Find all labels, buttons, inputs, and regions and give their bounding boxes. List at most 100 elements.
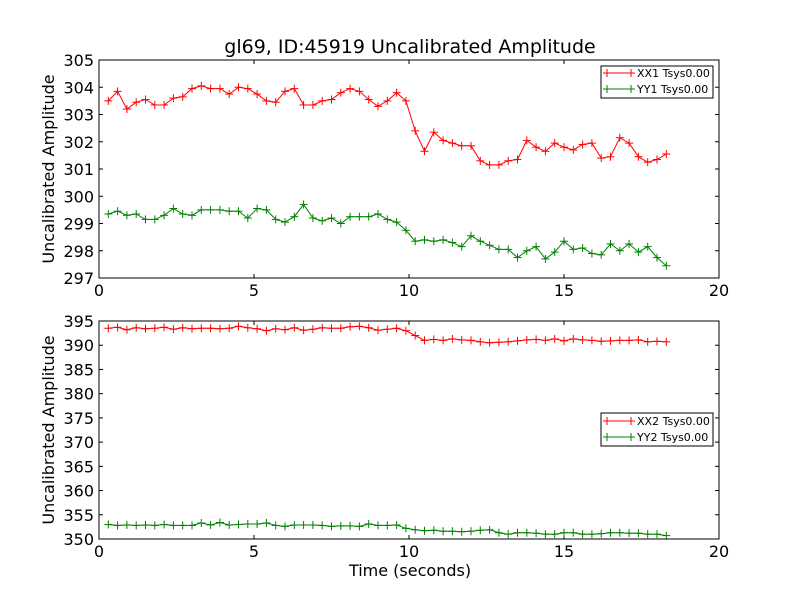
series-yy1-point — [178, 209, 187, 218]
series-xx1-point — [485, 160, 494, 169]
series-xx1-point — [215, 84, 224, 93]
series-xx1-point — [541, 147, 550, 156]
y-tick-label: 302 — [63, 133, 94, 152]
series-xx1-point — [606, 152, 615, 161]
series-xx2-point — [308, 325, 317, 334]
series-yy2-point — [643, 530, 652, 539]
series-xx1 — [104, 81, 671, 169]
series-xx2-point — [476, 337, 485, 346]
series-xx2-point — [215, 324, 224, 333]
series-yy2-point — [532, 529, 541, 538]
series-xx1-point — [290, 84, 299, 93]
series-xx1-point — [383, 96, 392, 105]
series-yy1-point — [476, 237, 485, 246]
series-yy1-point — [467, 231, 475, 240]
series-yy2-point — [234, 520, 243, 529]
series-yy2-point — [243, 519, 252, 528]
series-xx2-point — [625, 336, 634, 345]
y-tick-label: 370 — [63, 433, 94, 452]
series-yy1-point — [122, 211, 131, 220]
legend-swatch-marker — [627, 69, 635, 77]
series-yy2-point — [281, 522, 289, 531]
series-yy1-point — [150, 215, 159, 224]
series-xx1-point — [346, 84, 355, 93]
series-yy1-point — [634, 248, 643, 257]
series-yy1-point — [504, 245, 513, 254]
series-xx2-point — [197, 324, 206, 333]
series-xx2-point — [150, 324, 159, 333]
y-tick-label: 385 — [63, 360, 94, 379]
series-yy1-point — [494, 245, 503, 254]
y-tick-label: 298 — [63, 242, 94, 261]
series-yy2-point — [215, 518, 224, 527]
series-yy2-point — [160, 520, 169, 529]
series-xx1-point — [662, 150, 671, 159]
series-yy1-point — [606, 239, 615, 248]
series-xx2-point — [606, 336, 615, 345]
series-xx1-point — [262, 96, 271, 105]
series-yy2-point — [467, 527, 475, 536]
series-yy1-point — [215, 205, 224, 214]
plot-series — [104, 81, 671, 270]
series-xx1-point — [243, 84, 252, 93]
x-tick-label: 10 — [399, 542, 419, 561]
series-yy2-point — [513, 528, 522, 537]
y-tick-label: 360 — [63, 482, 94, 501]
series-yy2 — [104, 518, 671, 540]
series-xx1-point — [429, 128, 438, 137]
series-xx1-point — [625, 139, 634, 148]
y-tick-label: 375 — [63, 409, 94, 428]
series-yy2-point — [178, 521, 187, 530]
series-yy1-point — [541, 254, 550, 263]
series-xx1-point — [327, 95, 336, 104]
series-xx2-point — [132, 323, 141, 332]
series-xx1-point — [160, 100, 169, 109]
series-xx1-point — [457, 141, 466, 150]
series-yy1-point — [243, 214, 252, 223]
legend-label-xx1: XX1 Tsys0.00 — [637, 67, 710, 80]
series-xx2-point — [374, 326, 382, 335]
series-yy1-point — [569, 245, 578, 254]
series-yy2-point — [569, 528, 578, 537]
series-xx2-point — [188, 324, 196, 333]
series-yy2-point — [206, 520, 215, 529]
series-yy1-point — [290, 212, 299, 221]
plot-frame — [98, 59, 720, 279]
series-yy1-point — [188, 211, 196, 220]
series-xx1-point — [439, 136, 448, 145]
series-yy1-point — [392, 218, 401, 227]
series-yy1-point — [113, 207, 122, 216]
series-yy1-point — [132, 209, 141, 218]
series-xx2-point — [364, 323, 373, 332]
series-yy2-point — [411, 525, 420, 534]
x-axis-title: Time (seconds) — [348, 561, 471, 580]
series-yy2-point — [290, 520, 299, 529]
series-xx1-point — [634, 152, 643, 161]
y-tick-label: 355 — [63, 506, 94, 525]
series-xx2-point — [560, 336, 568, 345]
series-xx2-point — [522, 335, 531, 344]
series-yy2-point — [271, 521, 280, 530]
series-yy1-point — [513, 253, 522, 262]
series-yy1-point — [262, 205, 271, 214]
series-yy2-point — [457, 527, 466, 536]
series-yy2-point — [485, 525, 494, 534]
series-xx2-point — [485, 338, 494, 347]
series-yy2-point — [494, 528, 503, 537]
series-xx1-point — [206, 84, 215, 93]
series-yy1-point — [401, 226, 410, 235]
series-xx1-point — [560, 143, 568, 152]
series-xx1-point — [281, 87, 289, 96]
series-yy1-point — [560, 237, 568, 246]
series-xx1-point — [513, 155, 522, 164]
series-yy2-point — [104, 520, 113, 529]
series-yy1-point — [271, 215, 280, 224]
series-yy2-point — [587, 530, 596, 539]
series-yy1-point — [662, 261, 671, 270]
series-yy2-point — [150, 521, 159, 530]
series-xx1-point — [374, 102, 382, 111]
series-xx2-point — [206, 324, 215, 333]
series-xx2-point — [401, 326, 410, 335]
x-tick-label: 5 — [249, 281, 259, 300]
